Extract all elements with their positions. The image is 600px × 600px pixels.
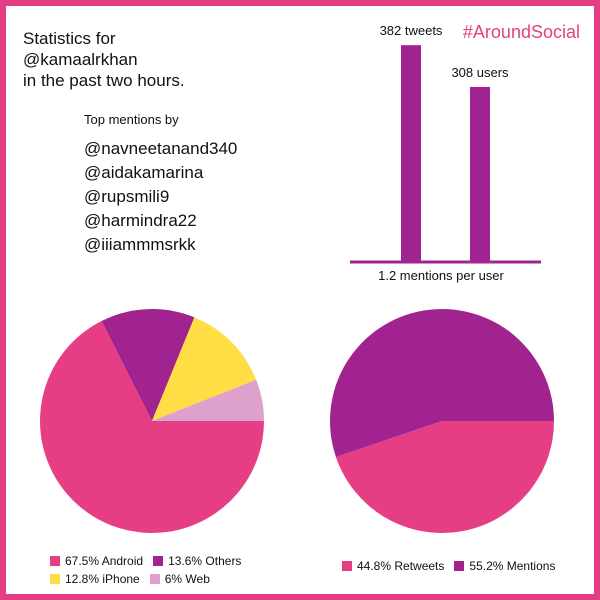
legend-label: 55.2% Mentions (469, 559, 556, 573)
mention-user: @iiiammmsrkk (84, 235, 196, 254)
device-pie-slice-android (40, 320, 264, 533)
charts-canvas: 382 tweets 308 users 1.2 mentions per user (40, 23, 554, 534)
legend-item-mentions: 55.2% Mentions (454, 557, 555, 575)
device-pie-slice-iphone (152, 317, 257, 421)
legend-swatch (153, 556, 164, 566)
mention-user: @rupsmili9 (84, 187, 170, 206)
mention-user: @aidakamarina (84, 163, 204, 182)
legend-label: 44.8% Retweets (357, 559, 445, 573)
legend-item-web: 6% Web (149, 570, 210, 588)
legend-swatch (50, 574, 60, 584)
legend-swatch (454, 561, 465, 571)
type-pie-slice-retweets (335, 421, 554, 534)
mention-user: @navneetanand340 (84, 139, 238, 158)
device-pie-slice-others (101, 308, 195, 421)
mention-user: @harmindra22 (84, 211, 197, 230)
legend-swatch (50, 556, 60, 566)
bar-x-label: 1.2 mentions per user (378, 268, 504, 283)
page-title: Statistics for @kamaalrkhan in the past … (23, 29, 185, 90)
legend-label: 12.8% iPhone (65, 572, 140, 586)
legend-swatch (149, 574, 160, 584)
bar-data-label: 308 users (451, 65, 509, 80)
legend-label: 67.5% Android (65, 554, 144, 568)
legend-item-android: 67.5% Android (50, 552, 143, 570)
top-mentions-list: @navneetanand340 @aidakamarina @rupsmili… (84, 137, 237, 257)
type-pie-slice-mentions (330, 309, 554, 457)
legend-item-iphone: 12.8% iPhone (50, 570, 140, 588)
legend-item-retweets: 44.8% Retweets (342, 557, 444, 575)
legend-swatch (342, 561, 352, 571)
hashtag-label: #AroundSocial (462, 22, 580, 42)
legend-item-others: 13.6% Others (153, 552, 241, 570)
top-mentions-heading: Top mentions by (84, 112, 179, 127)
type-pie-legend: 44.8% Retweets 55.2% Mentions (342, 557, 555, 575)
bar-data-label: 382 tweets (380, 23, 443, 38)
legend-label: 13.6% Others (168, 554, 242, 568)
bar-users (470, 86, 490, 261)
device-pie-slice-web (152, 379, 265, 421)
legend-label: 6% Web (164, 572, 210, 586)
device-pie-legend: 67.5% Android 13.6% Others 12.8% iPhone … (50, 552, 241, 588)
bar-tweets (401, 45, 421, 261)
